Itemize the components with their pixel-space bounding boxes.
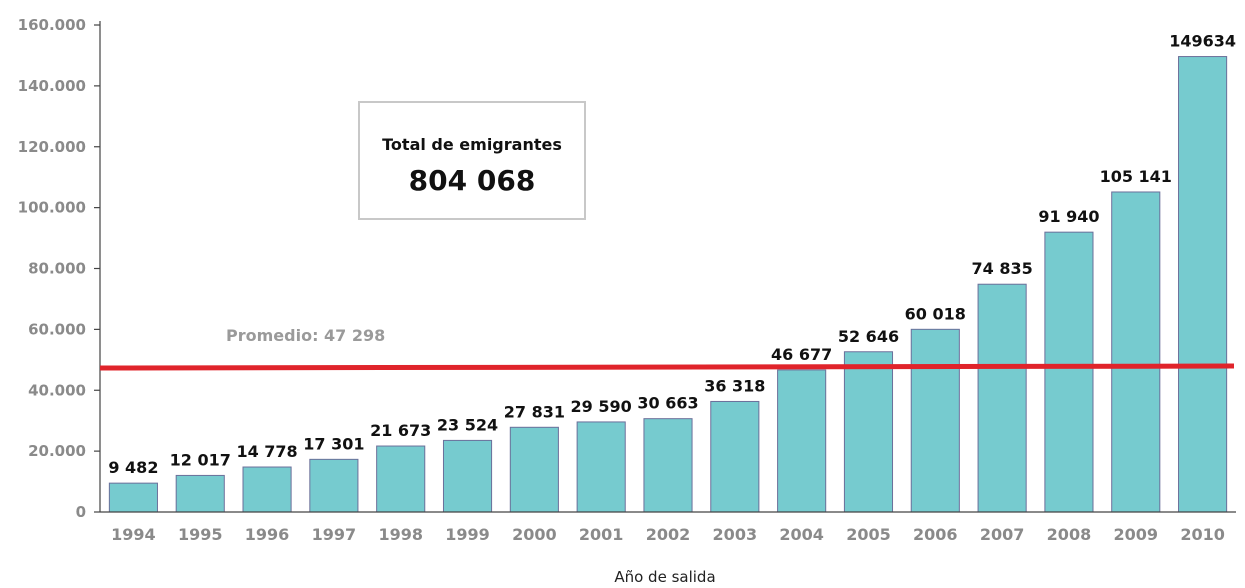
data-label-1994: 9 482 — [108, 458, 158, 477]
data-label-1996: 14 778 — [236, 442, 297, 461]
x-tick-label-1995: 1995 — [178, 525, 223, 544]
bars — [108, 56, 1228, 513]
total-box-frame — [358, 101, 586, 220]
x-tick-label-2001: 2001 — [579, 525, 624, 544]
y-tick-label: 80.000 — [28, 260, 86, 278]
bar-1997 — [309, 458, 359, 513]
data-label-2003: 36 318 — [704, 376, 765, 395]
x-tick-label-1996: 1996 — [245, 525, 290, 544]
y-tick-label: 120.000 — [18, 138, 86, 156]
bar-2008 — [1044, 231, 1094, 513]
y-tick-label: 40.000 — [28, 381, 86, 399]
x-tick-label-1999: 1999 — [445, 525, 490, 544]
y-axis: 0 20.000 40.000 60.000 80.000 100.000 120.000 1… — [18, 16, 101, 521]
average-label: Promedio: 47 298 — [226, 326, 385, 345]
data-label-1998: 21 673 — [370, 421, 431, 440]
y-tick-label: 60.000 — [28, 320, 86, 338]
average-line — [99, 363, 1235, 371]
data-label-1995: 12 017 — [170, 450, 231, 469]
x-tick-label-1994: 1994 — [111, 525, 156, 544]
x-tick-label-2008: 2008 — [1047, 525, 1092, 544]
data-label-2005: 52 646 — [838, 327, 899, 346]
data-label-2004: 46 677 — [771, 345, 832, 364]
bar-2007 — [977, 283, 1027, 513]
bar-1996 — [242, 466, 292, 513]
y-tick-label: 20.000 — [28, 442, 86, 460]
bar-2000 — [509, 426, 559, 513]
data-label-2008: 91 940 — [1038, 207, 1099, 226]
y-tick-label: 0 — [76, 503, 86, 521]
bar-2005 — [843, 351, 894, 513]
y-tick-label: 100.000 — [18, 199, 86, 217]
data-label-2001: 29 590 — [571, 397, 632, 416]
total-box-title: Total de emigrantes — [382, 135, 562, 154]
bar-1995 — [175, 474, 225, 513]
data-label-2007: 74 835 — [972, 259, 1033, 278]
x-tick-label-2003: 2003 — [713, 525, 758, 544]
x-tick-label-2009: 2009 — [1113, 525, 1158, 544]
bar-2006 — [910, 328, 960, 513]
bar-2003 — [710, 400, 760, 513]
x-tick-label-1997: 1997 — [312, 525, 357, 544]
x-tick-label-2007: 2007 — [980, 525, 1025, 544]
bar-2002 — [643, 418, 693, 513]
bar-1998 — [376, 445, 426, 513]
data-label-2009: 105 141 — [1100, 167, 1172, 186]
bar-1999 — [442, 439, 493, 513]
data-label-2002: 30 663 — [637, 394, 698, 413]
bar-2001 — [576, 421, 626, 513]
data-label-2000: 27 831 — [504, 402, 565, 421]
y-tick-label: 160.000 — [18, 16, 86, 34]
x-axis-title: Año de salida — [614, 568, 715, 586]
bar-2009 — [1111, 191, 1161, 513]
x-tick-label-2002: 2002 — [646, 525, 691, 544]
y-tick-label: 140.000 — [18, 77, 86, 95]
x-tick-label-2006: 2006 — [913, 525, 958, 544]
bar-2010 — [1178, 56, 1228, 513]
x-tick-label-2005: 2005 — [846, 525, 891, 544]
bar-2004 — [777, 369, 827, 513]
data-label-1999: 23 524 — [437, 415, 498, 434]
bar-1994 — [108, 482, 158, 513]
data-labels: 9 482 12 017 14 778 17 301 21 673 23 524 27 83… — [108, 32, 1236, 478]
x-tick-label-1998: 1998 — [378, 525, 423, 544]
total-box-value: 804 068 — [409, 164, 536, 197]
data-label-2010: 149634 — [1169, 32, 1236, 51]
total-box: Total de emigrantes 804 068 — [358, 101, 586, 220]
x-tick-label-2004: 2004 — [779, 525, 824, 544]
data-label-1997: 17 301 — [303, 434, 364, 453]
x-tick-label-2010: 2010 — [1180, 525, 1225, 544]
x-tick-label-2000: 2000 — [512, 525, 557, 544]
x-axis: 1994 1995 1996 1997 1998 1999 2000 2001 2002 2003… — [100, 511, 1236, 544]
data-label-2006: 60 018 — [905, 304, 966, 323]
